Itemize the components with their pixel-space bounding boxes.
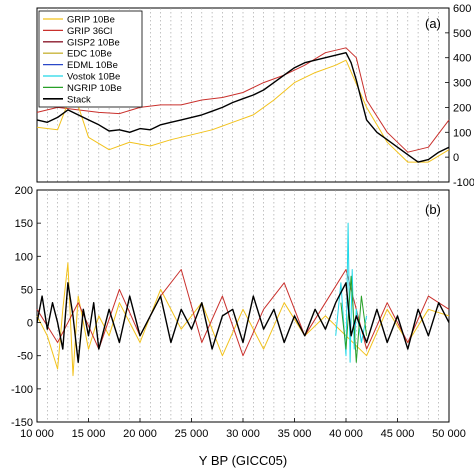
x-tick-label: 45 000 — [381, 428, 415, 440]
y-tick-label: -100 — [453, 177, 474, 189]
x-tick-label: 15 000 — [72, 428, 106, 440]
series-line-stack — [36, 52, 450, 163]
legend-label-grip-36cl: GRIP 36Cl — [67, 26, 112, 37]
x-tick-label: 30 000 — [226, 428, 260, 440]
y-tick-label: -150 — [11, 417, 33, 429]
panel-b-series — [36, 222, 450, 377]
x-axis-label: Y BP (GICC05) — [199, 453, 287, 468]
x-tick-label: 35 000 — [278, 428, 312, 440]
y-tick-label: 0 — [27, 318, 33, 330]
series-line-grip-10be — [36, 262, 450, 377]
x-tick-label: 10 000 — [20, 428, 54, 440]
y-tick-label: -50 — [17, 351, 33, 363]
series-line-grip-36cl — [36, 47, 450, 153]
x-tick-label: 20 000 — [123, 428, 157, 440]
y-tick-label: 0 — [453, 152, 459, 164]
panel-a-series — [36, 47, 450, 163]
series-line-ngrip-10be — [340, 275, 368, 363]
y-tick-label: 200 — [453, 102, 471, 114]
panel-b-label: (b) — [425, 202, 441, 217]
x-tick-label: 50 000 — [432, 428, 466, 440]
y-tick-label: 600 — [453, 3, 471, 15]
y-tick-label: 50 — [21, 284, 33, 296]
y-tick-label: 150 — [15, 218, 33, 230]
panel-a-y-ticks: 600 500 400 300 200 100 0 -100 — [445, 3, 474, 189]
y-tick-label: 100 — [453, 127, 471, 139]
legend-label-stack: Stack — [67, 94, 91, 105]
legend-label-edml-10be: EDML 10Be — [67, 60, 118, 71]
y-tick-label: 500 — [453, 28, 471, 40]
panel-b-y-ticks: 200 150 100 50 0 -50 -100 -150 — [11, 185, 41, 429]
legend-label-ngrip-10be: NGRIP 10Be — [67, 83, 122, 94]
legend-label-vostok-10be: Vostok 10Be — [67, 72, 120, 83]
series-line-grip-10be — [36, 59, 450, 163]
x-axis-ticks: 10 000 15 000 20 000 25 000 30 000 35 000 40 0… — [20, 418, 466, 440]
x-tick-label: 40 000 — [329, 428, 363, 440]
legend-label-edc-10be: EDC 10Be — [67, 49, 112, 60]
panel-a-label: (a) — [425, 16, 441, 31]
y-tick-label: 300 — [453, 78, 471, 90]
legend-label-gisp2-10be: GISP2 10Be — [67, 37, 120, 48]
y-tick-label: -100 — [11, 384, 33, 396]
y-tick-label: 100 — [15, 251, 33, 263]
series-line-stack — [36, 282, 450, 363]
legend-box — [38, 10, 143, 108]
panel-b-grid — [46, 190, 440, 422]
x-tick-label: 25 000 — [175, 428, 209, 440]
y-tick-label: 200 — [15, 185, 33, 197]
legend-label-grip-10be: GRIP 10Be — [67, 15, 115, 26]
panel-a-grid — [46, 8, 440, 182]
y-tick-label: 400 — [453, 53, 471, 65]
